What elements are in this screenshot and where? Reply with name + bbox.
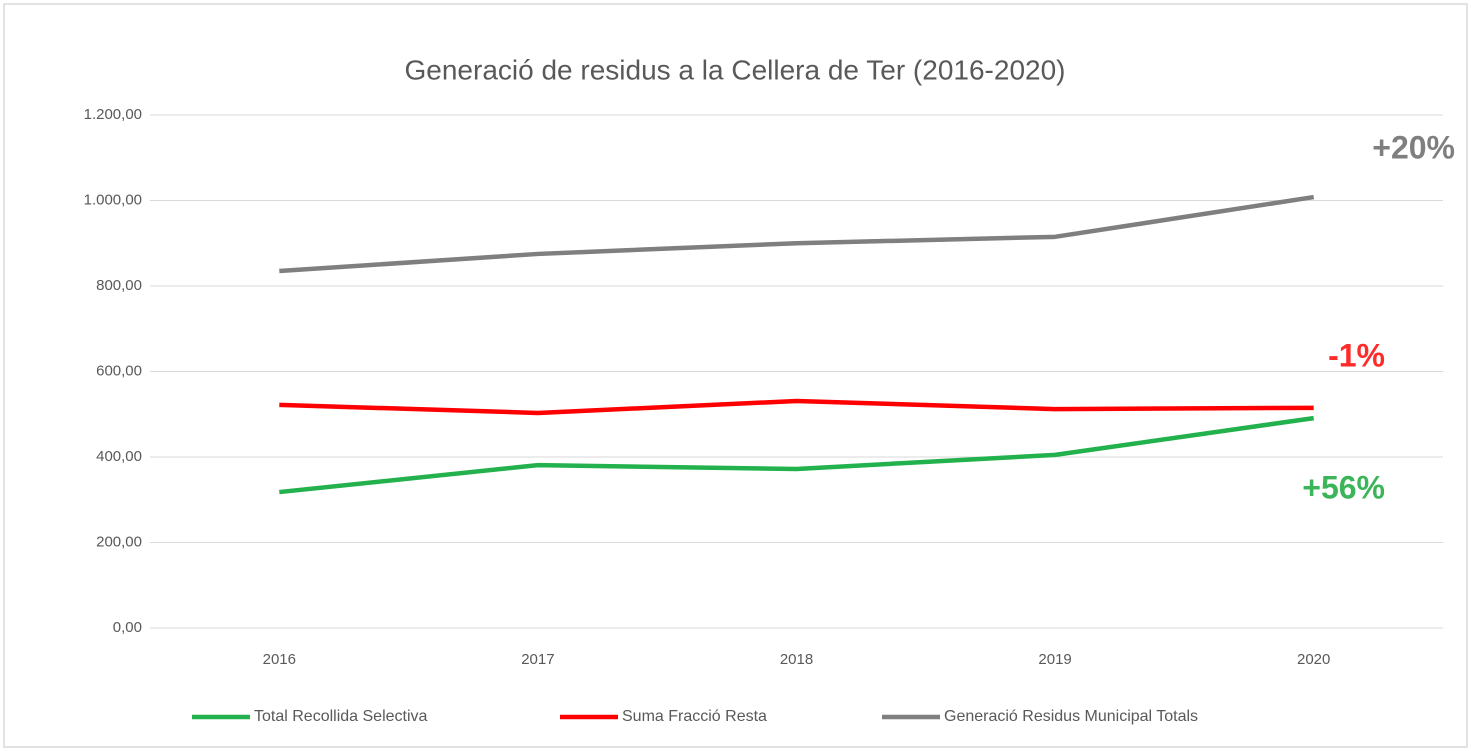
x-tick-label: 2019 [1038, 651, 1071, 668]
y-tick-label: 1.000,00 [84, 191, 142, 208]
annotation: -1% [1328, 337, 1385, 373]
chart-frame [3, 3, 1468, 748]
series-line [279, 194, 1315, 274]
y-tick-label: 0,00 [113, 619, 142, 636]
legend-label: Generació Residus Municipal Totals [944, 708, 1198, 725]
x-tick-label: 2017 [521, 651, 554, 668]
annotation: +20% [1372, 129, 1455, 165]
legend-label: Suma Fracció Resta [622, 708, 767, 725]
y-tick-label: 800,00 [96, 277, 142, 294]
chart-title: Generació de residus a la Cellera de Ter… [405, 54, 1066, 85]
legend-label: Total Recollida Selectiva [254, 708, 428, 725]
x-tick-label: 2020 [1297, 651, 1330, 668]
x-tick-label: 2018 [780, 651, 813, 668]
series-line [279, 415, 1315, 495]
series-line [279, 398, 1314, 416]
annotation: +56% [1302, 469, 1385, 505]
y-tick-label: 400,00 [96, 448, 142, 465]
y-tick-label: 1.200,00 [84, 106, 142, 123]
y-tick-label: 600,00 [96, 362, 142, 379]
y-tick-label: 200,00 [96, 533, 142, 550]
x-tick-label: 2016 [263, 651, 296, 668]
